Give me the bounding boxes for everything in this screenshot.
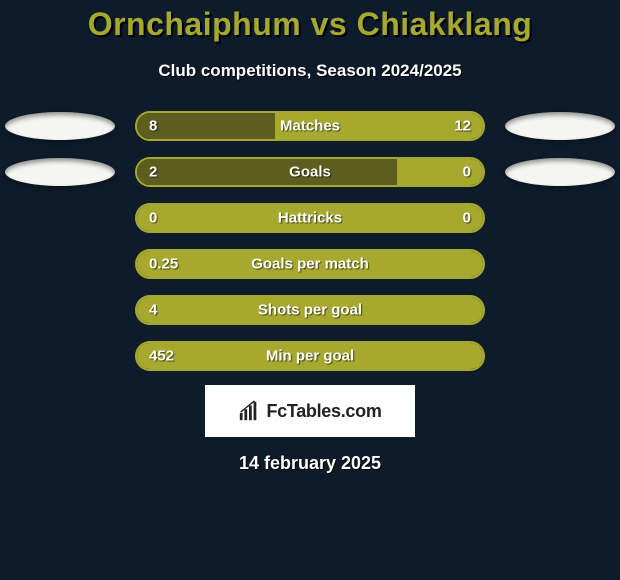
- subtitle: Club competitions, Season 2024/2025: [0, 61, 620, 81]
- metric-label: Shots per goal: [258, 302, 362, 319]
- comparison-bar: 8 12 Matches: [135, 111, 485, 141]
- metric-label: Matches: [280, 118, 340, 135]
- page-title: Ornchaiphum vs Chiakklang: [0, 6, 620, 43]
- metric-label: Min per goal: [266, 348, 354, 365]
- metric-label: Hattricks: [278, 210, 342, 227]
- metric-row: 2 0 Goals: [0, 157, 620, 187]
- brand-text: FcTables.com: [266, 401, 381, 422]
- bar-left-value: 8: [149, 118, 157, 135]
- bar-right-value: 0: [463, 210, 471, 227]
- bar-right-value: 0: [463, 164, 471, 181]
- comparison-card: Ornchaiphum vs Chiakklang Club competiti…: [0, 0, 620, 580]
- brand-bar-icon: [238, 400, 260, 422]
- comparison-bar: 452 Min per goal: [135, 341, 485, 371]
- bar-left-value: 0.25: [149, 256, 178, 273]
- metric-row: 452 Min per goal: [0, 341, 620, 371]
- bar-left-value: 452: [149, 348, 174, 365]
- comparison-bar: 4 Shots per goal: [135, 295, 485, 325]
- bar-left-value: 4: [149, 302, 157, 319]
- team-left-logo-placeholder: [5, 112, 115, 140]
- team-right-logo-placeholder: [505, 112, 615, 140]
- metric-row: 4 Shots per goal: [0, 295, 620, 325]
- team-left-logo-placeholder: [5, 158, 115, 186]
- comparison-bar: 0 0 Hattricks: [135, 203, 485, 233]
- date-label: 14 february 2025: [0, 453, 620, 474]
- bar-left-value: 2: [149, 164, 157, 181]
- metric-label: Goals: [289, 164, 331, 181]
- comparison-bar: 2 0 Goals: [135, 157, 485, 187]
- metric-label: Goals per match: [251, 256, 369, 273]
- team-right-logo-placeholder: [505, 158, 615, 186]
- metric-row: 0 0 Hattricks: [0, 203, 620, 233]
- comparison-bar: 0.25 Goals per match: [135, 249, 485, 279]
- bar-right-value: 12: [454, 118, 471, 135]
- metric-rows: 8 12 Matches 2 0 Goals 0 0 Hattricks 0.25 Goals pe…: [0, 111, 620, 371]
- bar-left-segment: [137, 113, 275, 139]
- metric-row: 8 12 Matches: [0, 111, 620, 141]
- metric-row: 0.25 Goals per match: [0, 249, 620, 279]
- bar-left-value: 0: [149, 210, 157, 227]
- brand-badge: FcTables.com: [205, 385, 415, 437]
- bar-left-segment: [137, 159, 397, 185]
